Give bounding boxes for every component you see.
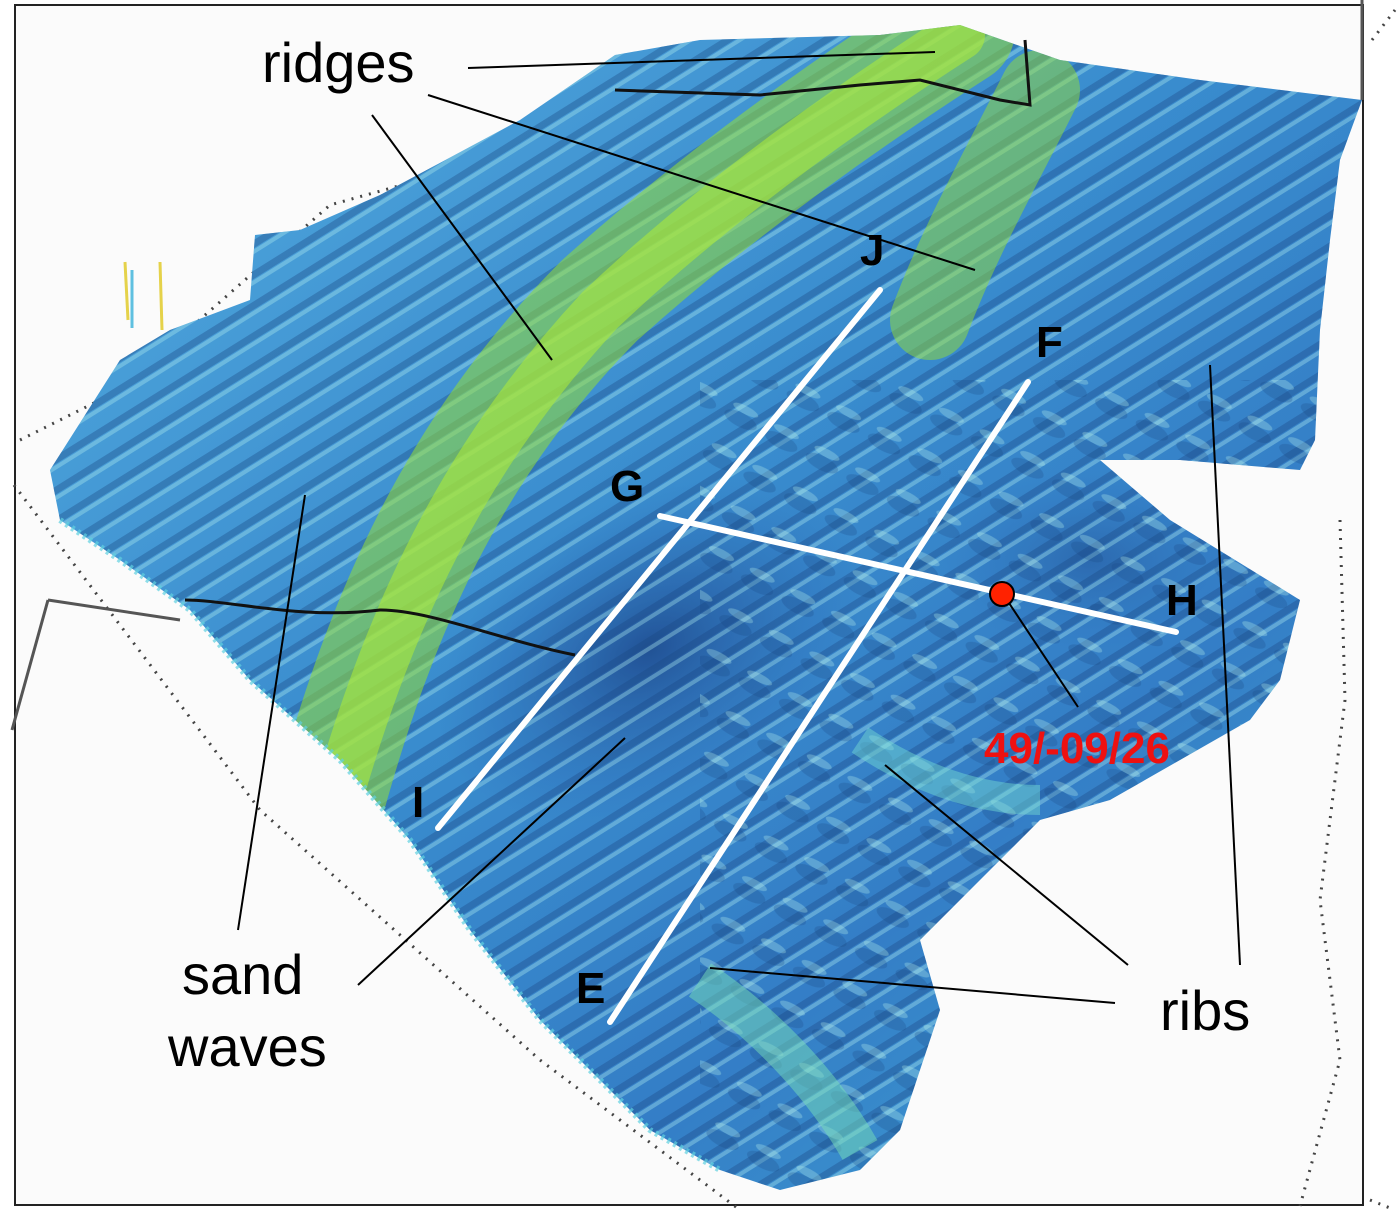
solid-frame-edges [10,0,1364,731]
profile-end-i: I [412,778,425,827]
profile-line-g-h [657,513,1179,635]
profile-end-h: H [1166,576,1198,625]
profile-line-e-f [607,379,1031,1025]
survey-track-lines [184,39,1032,657]
ridge-crest-right [890,50,1080,360]
label-ridges: ridges [262,31,415,94]
sample-point-label: 49/-09/26 [984,724,1170,773]
profile-end-e: E [576,964,606,1013]
surface-ragged-edge [58,517,722,1173]
profile-end-f: F [1036,318,1063,367]
rib-highlights [688,727,1041,1161]
profile-end-g: G [610,462,645,511]
profile-end-j: J [860,226,885,275]
label-waves: waves [168,1015,327,1078]
profile-line-i-j [435,287,883,831]
dotted-grid-box [12,9,1397,1212]
vertical-markers [123,261,164,331]
label-ribs: ribs [1160,979,1251,1042]
leader-lines [237,51,1241,1004]
profile-lines [435,287,1179,1025]
sample-point-marker [989,581,1015,607]
label-sand: sand [182,943,304,1006]
ridge-crest-left [275,25,1015,855]
